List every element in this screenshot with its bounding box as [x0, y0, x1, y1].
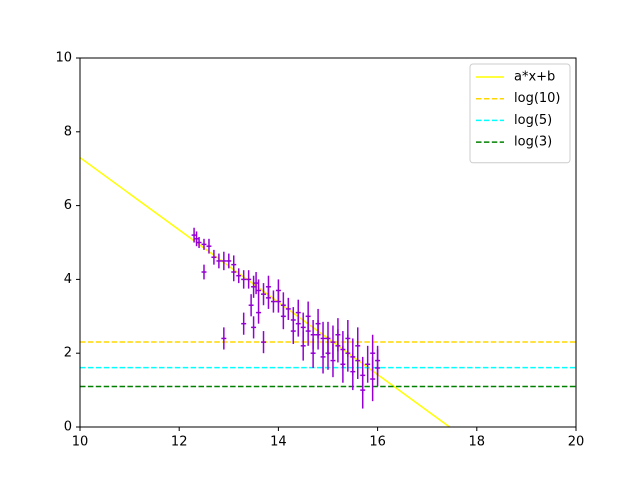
- y-tick-label: 4: [64, 272, 72, 287]
- line-series: [80, 157, 450, 427]
- y-tick-label: 10: [55, 51, 72, 66]
- x-tick-label: 10: [72, 435, 89, 450]
- y-tick-label: 8: [64, 124, 72, 139]
- plot-area: [80, 157, 576, 427]
- legend-label: log(5): [514, 113, 552, 128]
- x-tick-label: 14: [270, 435, 287, 450]
- x-tick-label: 18: [469, 435, 486, 450]
- legend-label: log(10): [514, 91, 561, 106]
- y-tick-label: 2: [64, 346, 72, 361]
- legend-label: a*x+b: [514, 70, 555, 85]
- x-tick-label: 20: [568, 435, 585, 450]
- legend-box: [469, 63, 571, 164]
- legend-label: log(3): [514, 135, 552, 150]
- y-tick-label: 6: [64, 198, 72, 213]
- y-tick-label: 0: [64, 420, 72, 435]
- x-tick-label: 16: [369, 435, 386, 450]
- x-tick-label: 12: [171, 435, 188, 450]
- axes-frame: [79, 57, 577, 428]
